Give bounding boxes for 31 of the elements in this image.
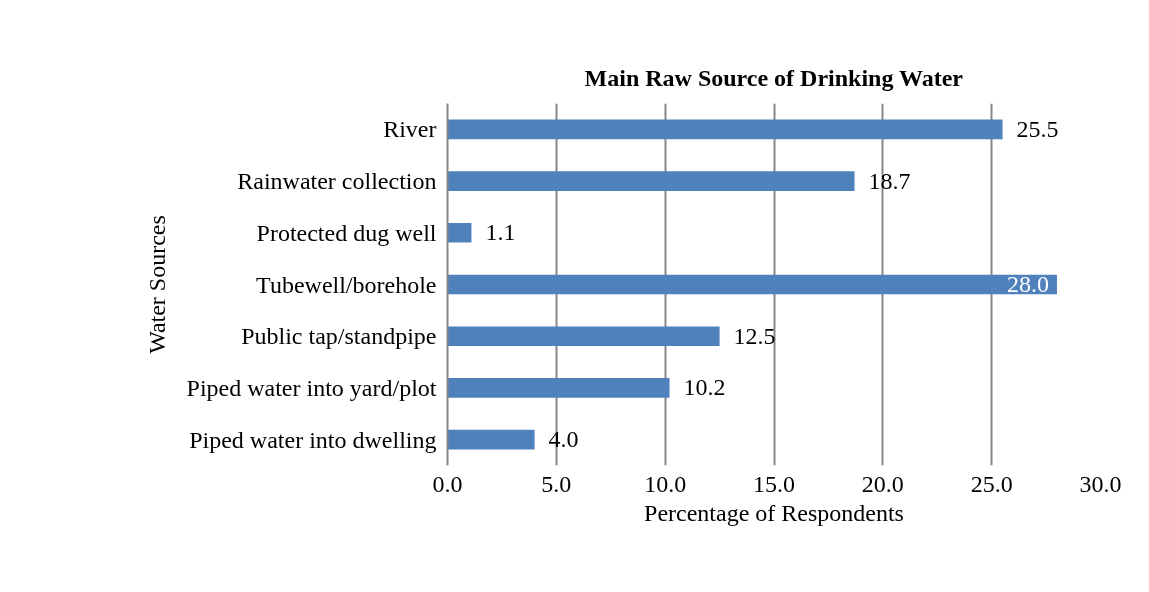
data-label: 4.0 xyxy=(548,426,579,453)
data-label: 18.7 xyxy=(868,167,911,194)
data-label: 28.0 xyxy=(1006,271,1049,297)
bar xyxy=(447,429,535,450)
x-tick-label: 15.0 xyxy=(753,470,795,497)
data-label: 1.1 xyxy=(485,219,516,246)
x-tick-label: 5.0 xyxy=(541,470,572,497)
y-axis-title: Water Sources xyxy=(143,215,170,354)
bar xyxy=(447,274,1057,295)
bar xyxy=(447,119,1003,140)
y-tick-label: River xyxy=(383,116,437,143)
bar xyxy=(447,222,472,243)
y-tick-label: Piped water into dwelling xyxy=(189,426,437,453)
x-tick-label: 25.0 xyxy=(970,470,1013,497)
bar xyxy=(447,326,720,347)
x-tick-label: 30.0 xyxy=(1079,470,1122,497)
y-tick-label: Tubewell/borehole xyxy=(256,271,437,298)
y-tick-label: Rainwater collection xyxy=(237,168,437,195)
chart-title: Main Raw Source of Drinking Water xyxy=(584,65,964,91)
x-tick-label: 10.0 xyxy=(644,470,687,497)
x-tick-label: 0.0 xyxy=(432,470,463,497)
y-tick-label: Protected dug well xyxy=(256,219,437,246)
x-tick-label: 20.0 xyxy=(861,470,904,497)
data-label: 25.5 xyxy=(1016,115,1059,142)
y-tick-label: Piped water into yard/plot xyxy=(186,374,437,401)
bar xyxy=(447,171,855,191)
x-axis-title: Percentage of Respondents xyxy=(644,499,904,526)
y-tick-label: Public tap/standpipe xyxy=(241,323,437,350)
data-label: 10.2 xyxy=(683,374,726,401)
bar xyxy=(447,378,670,398)
data-label: 12.5 xyxy=(733,322,776,349)
